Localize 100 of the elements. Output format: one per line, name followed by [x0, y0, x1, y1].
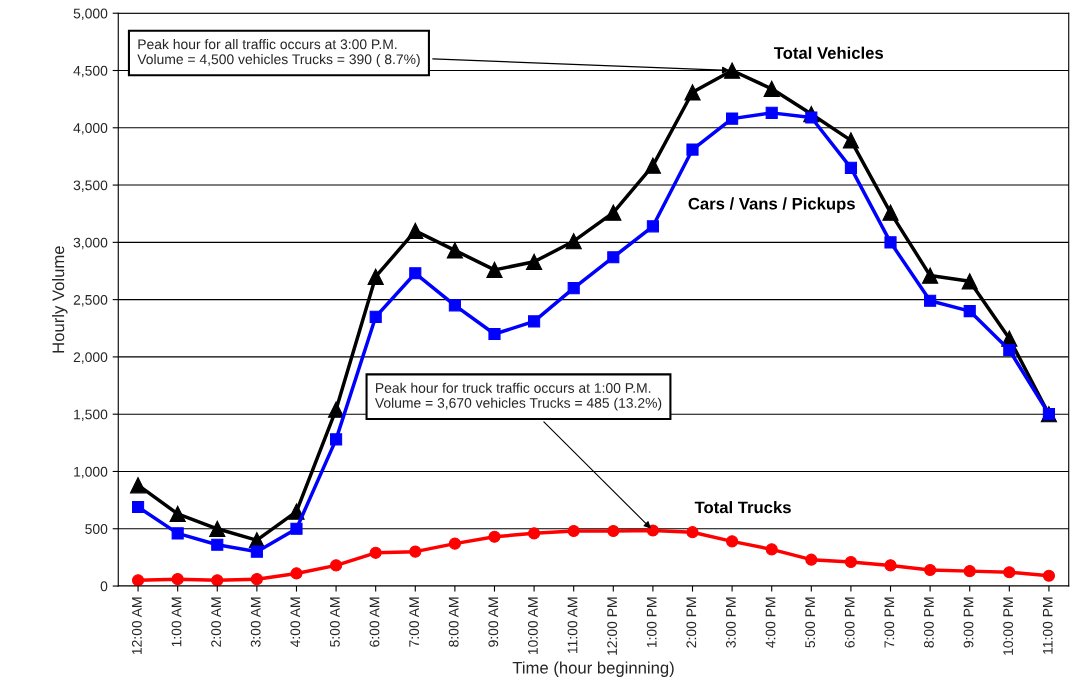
x-tick-label: 7:00 AM — [409, 597, 420, 647]
point — [129, 477, 147, 494]
y-tick-label: 0 — [100, 581, 108, 592]
point — [686, 526, 699, 539]
point — [407, 222, 424, 240]
point — [250, 545, 263, 558]
x-tick-label: 1:00 PM — [646, 597, 657, 648]
point — [844, 555, 857, 569]
point — [171, 573, 184, 586]
x-tick-label: 12:00 AM — [131, 597, 142, 655]
x-tick-label: 5:00 AM — [329, 597, 340, 647]
point — [607, 524, 620, 538]
point — [646, 220, 659, 233]
point — [686, 143, 699, 156]
point — [369, 310, 382, 323]
point — [131, 500, 145, 514]
point — [409, 267, 422, 280]
point — [211, 538, 224, 551]
x-tick-label: 2:00 PM — [686, 597, 697, 648]
point — [209, 520, 226, 537]
point — [211, 574, 224, 587]
point — [525, 253, 543, 270]
point — [290, 522, 303, 535]
point — [924, 294, 937, 307]
point — [367, 268, 384, 285]
point — [330, 559, 343, 572]
x-tick-label: 4:00 PM — [765, 597, 776, 648]
x-tick-label: 8:00 AM — [448, 597, 459, 647]
point — [763, 80, 780, 97]
y-tick-label: 4,000 — [73, 123, 108, 135]
point — [171, 527, 184, 540]
point — [250, 573, 263, 586]
point — [963, 565, 976, 578]
point — [684, 84, 701, 101]
x-tick-label: 11:00 PM — [1042, 597, 1053, 654]
point — [1042, 569, 1055, 582]
point — [884, 236, 897, 249]
point — [448, 299, 461, 312]
y-tick-label: 2,500 — [73, 294, 108, 307]
y-tick-label: 3,500 — [73, 180, 108, 192]
point — [924, 563, 937, 577]
y-tick-label: 5,000 — [73, 8, 108, 21]
y-tick-label: 4,500 — [73, 65, 108, 78]
point — [409, 545, 422, 558]
x-tick-label: 9:00 AM — [488, 597, 499, 647]
x-tick-label: 10:00 AM — [527, 597, 538, 655]
point — [963, 305, 976, 318]
y-tick-label: 1,000 — [74, 466, 108, 479]
x-tick-label: 2:00 AM — [211, 597, 221, 647]
point — [605, 204, 622, 221]
point — [765, 106, 778, 119]
x-tick-label: 3:00 AM — [250, 597, 261, 647]
y-tick-label: 1,500 — [74, 409, 108, 421]
point — [290, 567, 303, 580]
point — [765, 543, 778, 556]
point — [446, 242, 464, 259]
point — [644, 157, 662, 174]
point — [961, 273, 978, 290]
x-tick-label: 1:00 AM — [171, 597, 182, 647]
point — [842, 132, 860, 149]
point — [921, 267, 939, 284]
x-tick-label: 11:00 AM — [567, 597, 578, 654]
point — [488, 327, 501, 341]
point — [448, 537, 461, 550]
point — [726, 535, 739, 548]
point — [528, 315, 541, 328]
point — [169, 505, 186, 523]
x-tick-label: 3:00 PM — [726, 597, 736, 648]
y-tick-label: 3,000 — [73, 237, 108, 250]
y-tick-label: 500 — [85, 524, 108, 534]
point — [131, 574, 145, 587]
point — [567, 282, 580, 295]
y-tick-label: 2,000 — [73, 352, 108, 364]
point — [486, 261, 503, 278]
x-tick-label: 9:00 PM — [963, 597, 974, 648]
y-axis-title: Hourly Volume — [52, 246, 68, 353]
point — [884, 559, 897, 572]
point — [369, 546, 382, 559]
point — [607, 251, 620, 264]
point — [844, 161, 857, 174]
x-tick-label: 12:00 PM — [607, 597, 618, 655]
point — [1003, 566, 1016, 579]
series-label: Total Trucks — [694, 501, 791, 514]
x-tick-label: 6:00 PM — [844, 597, 855, 648]
point — [488, 530, 501, 543]
point — [528, 527, 541, 540]
x-tick-label: 4:00 AM — [290, 597, 301, 648]
series-label: Cars / Vans / Pickups — [688, 197, 855, 213]
x-tick-label: 5:00 PM — [805, 597, 816, 648]
annotation: Peak hour for truck traffic occurs at 1:00 P.M. Volume = 3,670 vehicles Trucks = 485 (13.2%) — [374, 382, 662, 411]
x-tick-label: 8:00 PM — [924, 597, 934, 648]
point — [567, 524, 580, 538]
x-axis-title: Time (hour beginning) — [512, 661, 674, 677]
point — [330, 433, 343, 446]
point — [327, 401, 345, 418]
point — [646, 524, 659, 537]
series-label: Total Vehicles — [773, 46, 884, 59]
point — [565, 233, 582, 250]
x-tick-label: 10:00 PM — [1003, 597, 1014, 655]
x-tick-label: 7:00 PM — [884, 597, 895, 648]
